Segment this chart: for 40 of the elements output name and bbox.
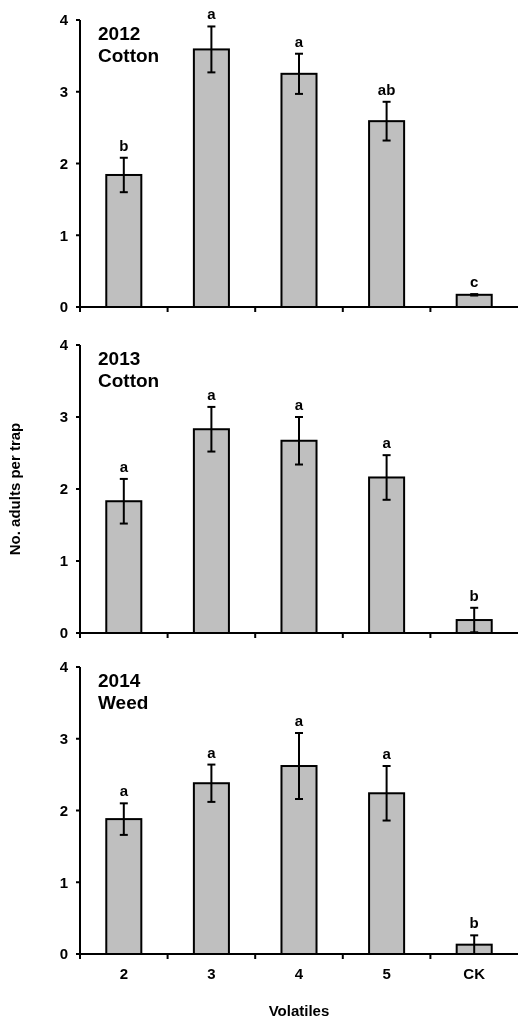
annotation: a [294,32,304,50]
y-tick-label: 1 [59,226,68,244]
x-tick-label: 3 [207,965,216,982]
annotation: a [294,396,304,413]
y-tick-label: 4 [59,658,69,676]
y-tick-label: 4 [59,11,69,29]
annotation: a [207,5,217,23]
annotation: ab [377,80,396,98]
text: 2012 Cotton [98,23,160,66]
y-tick-label: 1 [59,552,68,570]
annotation: a [294,712,304,730]
y-tick-label: 3 [59,83,68,100]
y-axis-title: No. adults per trap [6,422,23,556]
y-tick-label: 3 [59,408,68,426]
annotation: a [119,457,129,475]
y-tick-label: 0 [59,624,68,642]
x-axis-title: Volatiles [268,1002,330,1019]
annotation: b [469,914,479,932]
text: 2013 Cotton [98,348,160,391]
y-tick-label: 4 [59,336,69,354]
y-tick-label: 2 [59,154,68,172]
y-tick-label: 2 [59,801,68,819]
annotation: a [382,434,392,452]
y-tick-label: 1 [59,873,68,891]
y-tick-label: 2 [59,480,68,498]
annotation: b [469,586,479,604]
annotation: c [470,273,479,291]
y-tick-label: 3 [59,730,68,747]
annotation: a [207,385,217,403]
x-tick-label: 4 [294,965,304,982]
annotation: b [119,136,129,154]
annotation: a [207,743,217,761]
text: 2014 Weed [98,670,149,713]
x-tick-label: 5 [382,965,391,982]
annotation: a [119,782,129,800]
x-tick-label: 2 [119,965,128,982]
x-tick-label: CK [463,965,486,982]
y-tick-label: 0 [59,945,68,963]
annotation: a [382,745,392,763]
y-tick-label: 0 [59,298,68,316]
